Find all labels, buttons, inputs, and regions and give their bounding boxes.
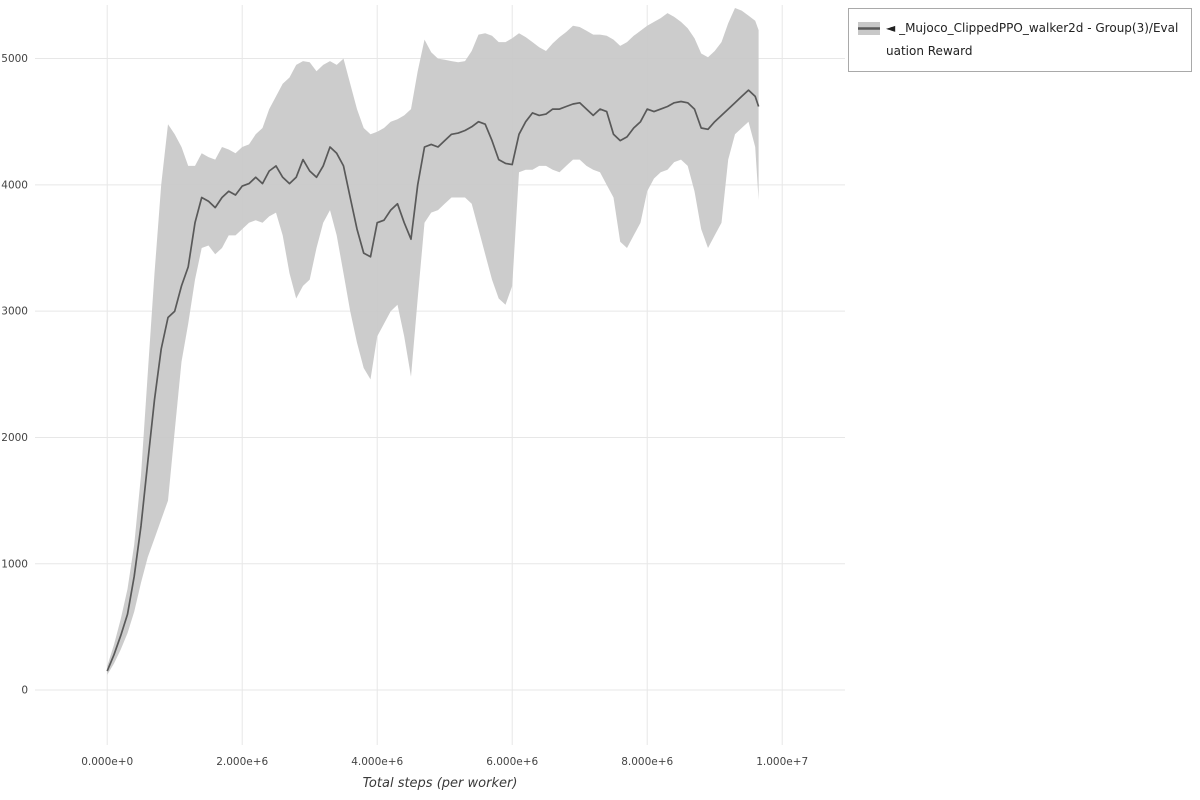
legend[interactable]: ◄ _Mujoco_ClippedPPO_walker2d - Group(3)… xyxy=(848,8,1192,72)
y-tick-label: 2000 xyxy=(1,432,28,444)
x-tick-label: 6.000e+6 xyxy=(486,756,538,768)
legend-collapse-icon[interactable]: ◄ xyxy=(886,21,896,35)
reward-stddev-band xyxy=(107,8,759,675)
x-tick-label: 0.000e+0 xyxy=(81,756,133,768)
y-tick-label: 0 xyxy=(21,685,28,697)
reward-mean-line xyxy=(106,89,760,672)
x-tick-label: 2.000e+6 xyxy=(216,756,268,768)
y-tick-label: 5000 xyxy=(1,53,28,65)
legend-series-name: _Mujoco_ClippedPPO_walker2d - Group(3)/E… xyxy=(886,21,1179,58)
band-line-swatch-icon xyxy=(858,22,880,35)
series-evaluation-reward xyxy=(106,8,760,675)
legend-swatch xyxy=(858,22,880,35)
x-tick-label: 1.000e+7 xyxy=(756,756,808,768)
x-axis-title: Total steps (per worker) xyxy=(362,776,518,791)
x-tick-label: 4.000e+6 xyxy=(351,756,403,768)
y-tick-label: 3000 xyxy=(1,306,28,318)
y-tick-label: 1000 xyxy=(1,558,28,570)
legend-label[interactable]: ◄ _Mujoco_ClippedPPO_walker2d - Group(3)… xyxy=(886,17,1182,63)
x-tick-label: 8.000e+6 xyxy=(621,756,673,768)
y-tick-label: 4000 xyxy=(1,179,28,191)
